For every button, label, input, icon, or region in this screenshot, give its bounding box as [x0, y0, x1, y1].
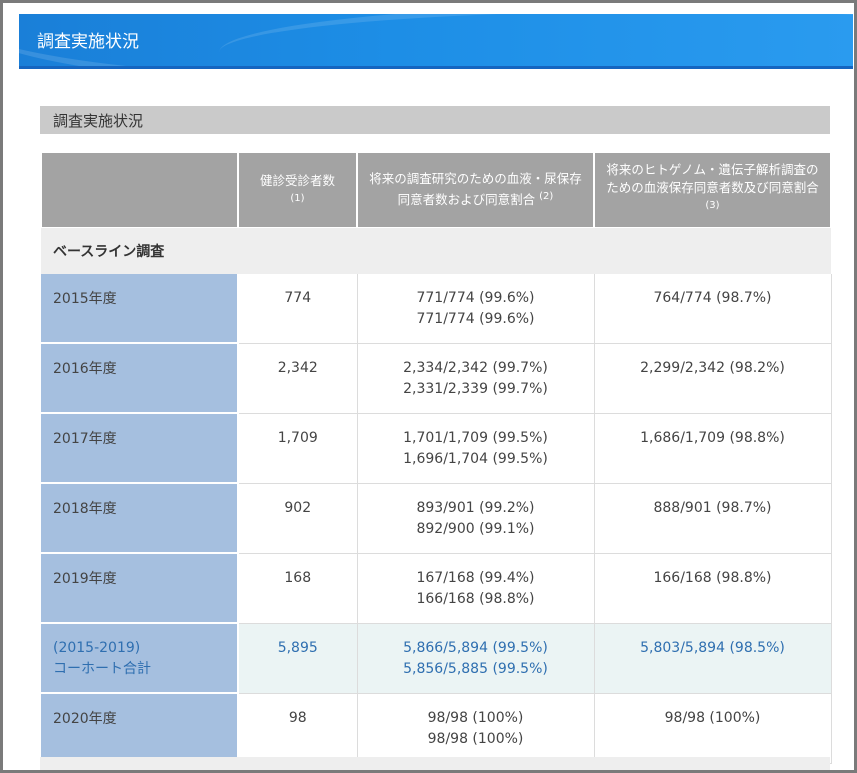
- examinees-cell: 98: [238, 693, 358, 764]
- examinees-cell: 5,895: [238, 623, 358, 694]
- table-row: 2015年度 774 771/774 (99.6%) 771/774 (99.6%) 7…: [41, 274, 832, 344]
- examinees-cell: 902: [238, 483, 358, 554]
- blood-urine-cell: 771/774 (99.6%) 771/774 (99.6%): [357, 274, 595, 344]
- examinees-cell: 1,709: [238, 413, 358, 484]
- banner-decoration: [219, 14, 853, 66]
- table-row: (2015-2019) コーホート合計 5,895 5,866/5,894 (99.5…: [41, 623, 832, 694]
- table-row: 2016年度 2,342 2,334/2,342 (99.7%) 2,331/2,33…: [41, 343, 832, 414]
- page-title: 調査実施状況: [37, 32, 139, 52]
- table-row: 2017年度 1,709 1,701/1,709 (99.5%) 1,696/1,70…: [41, 413, 832, 484]
- blood-urine-cell: 1,701/1,709 (99.5%) 1,696/1,704 (99.5%): [357, 413, 595, 484]
- genome-cell: 888/901 (98.7%): [594, 483, 832, 554]
- group-label: ベースライン調査: [41, 227, 831, 274]
- year-cell: 2018年度: [41, 483, 239, 554]
- year-cell: 2016年度: [41, 343, 239, 414]
- year-label: (2015-2019): [53, 640, 141, 656]
- year-label: 2017年度: [53, 431, 117, 447]
- examinees-cell: 2,342: [238, 343, 358, 414]
- genome-cell: 764/774 (98.7%): [594, 274, 832, 344]
- table-row: 2020年度 98 98/98 (100%) 98/98 (100%) 98/98 (1…: [41, 693, 832, 764]
- page-banner: 調査実施状況: [19, 14, 853, 69]
- year-cell: (2015-2019) コーホート合計: [41, 623, 239, 694]
- genome-cell: 2,299/2,342 (98.2%): [594, 343, 832, 414]
- blood-urine-cell: 167/168 (99.4%) 166/168 (98.8%): [357, 553, 595, 624]
- table-header-row: 健診受診者数 (1) 将来の調査研究のための血液・尿保存同意者数および同意割合 …: [40, 153, 832, 228]
- table-row: 2019年度 168 167/168 (99.4%) 166/168 (98.8%) 1…: [41, 553, 832, 624]
- year-cell: 2015年度: [41, 274, 239, 344]
- year-sublabel: コーホート合計: [53, 661, 151, 677]
- year-label: 2018年度: [53, 501, 117, 517]
- survey-status-table: 健診受診者数 (1) 将来の調査研究のための血液・尿保存同意者数および同意割合 …: [40, 153, 832, 764]
- header-examinees: 健診受診者数 (1): [237, 153, 358, 228]
- table-row: 2018年度 902 893/901 (99.2%) 892/900 (99.1%) 8…: [41, 483, 832, 554]
- genome-cell: 1,686/1,709 (98.8%): [594, 413, 832, 484]
- header-genome-consent: 将来のヒトゲノム・遺伝子解析調査のための血液保存同意者数及び同意割合 (3): [593, 153, 832, 228]
- group-row: ベースライン調査: [41, 227, 831, 274]
- section-header: 調査実施状況: [40, 106, 830, 134]
- blood-urine-cell: 98/98 (100%) 98/98 (100%): [357, 693, 595, 764]
- year-cell: 2020年度: [41, 693, 239, 764]
- blood-urine-cell: 893/901 (99.2%) 892/900 (99.1%): [357, 483, 595, 554]
- year-cell: 2019年度: [41, 553, 239, 624]
- genome-cell: 166/168 (98.8%): [594, 553, 832, 624]
- examinees-cell: 774: [238, 274, 358, 344]
- year-label: 2020年度: [53, 711, 117, 727]
- examinees-cell: 168: [238, 553, 358, 624]
- blood-urine-cell: 5,866/5,894 (99.5%) 5,856/5,885 (99.5%): [357, 623, 595, 694]
- blood-urine-cell: 2,334/2,342 (99.7%) 2,331/2,339 (99.7%): [357, 343, 595, 414]
- year-label: 2019年度: [53, 571, 117, 587]
- year-cell: 2017年度: [41, 413, 239, 484]
- header-blank: [40, 153, 239, 228]
- table-footer-strip: [40, 757, 830, 773]
- section-title: 調査実施状況: [53, 112, 144, 130]
- header-blood-urine-consent: 将来の調査研究のための血液・尿保存同意者数および同意割合 (2): [356, 153, 595, 228]
- year-label: 2016年度: [53, 361, 117, 377]
- genome-cell: 98/98 (100%): [594, 693, 832, 764]
- genome-cell: 5,803/5,894 (98.5%): [594, 623, 832, 694]
- year-label: 2015年度: [53, 291, 117, 307]
